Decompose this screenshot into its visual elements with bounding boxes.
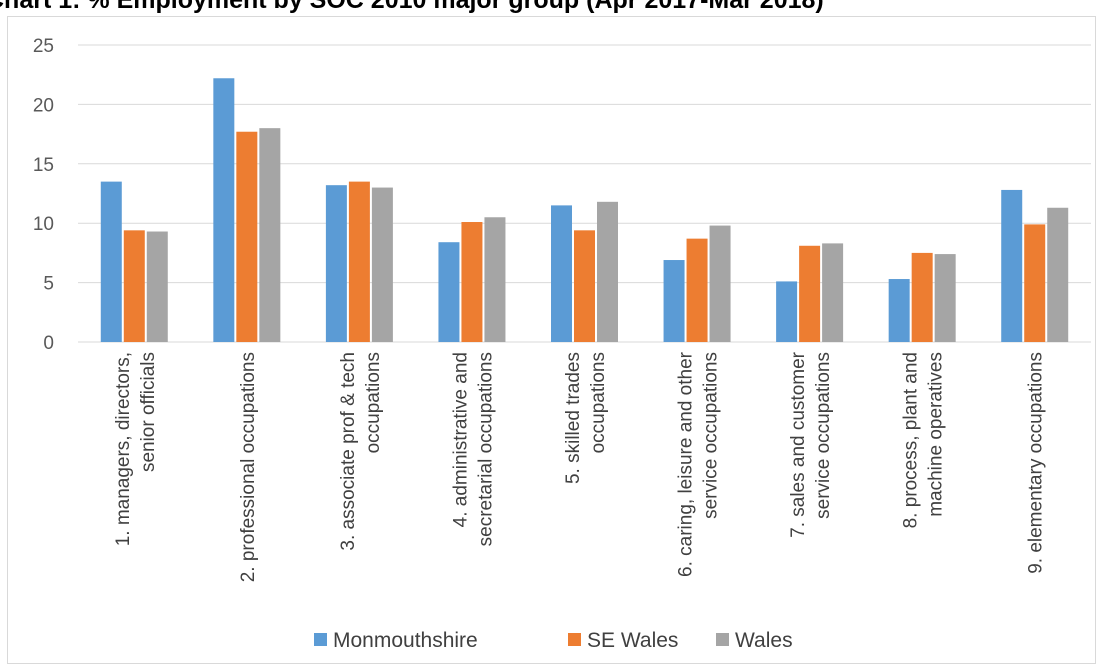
bar: [934, 254, 956, 342]
bar: [1024, 224, 1046, 342]
bar: [213, 78, 235, 342]
x-tick-label: 6. caring, leisure and other: [676, 351, 697, 577]
bar: [822, 243, 844, 342]
bar: [123, 230, 145, 342]
bar: [146, 231, 168, 342]
x-tick-label: 5. skilled trades: [563, 352, 584, 484]
bar: [371, 187, 393, 342]
x-tick-label: occupations: [363, 352, 384, 453]
bar: [325, 185, 347, 342]
y-tick-label: 0: [43, 333, 54, 354]
legend-label: SE Wales: [587, 629, 678, 652]
y-tick-label: 25: [33, 36, 54, 57]
y-tick-label: 20: [33, 95, 54, 116]
bar: [663, 260, 685, 342]
bar: [574, 230, 595, 342]
x-tick-label: 4. administrative and: [450, 352, 471, 527]
bar: [709, 225, 731, 342]
bar: [236, 131, 258, 342]
x-tick-label: 1. managers, directors,: [113, 352, 134, 546]
y-tick-label: 10: [33, 214, 54, 235]
legend-label: Monmouthshire: [333, 629, 478, 652]
x-tick-label: secretarial occupations: [475, 352, 496, 546]
x-tick-label: 8. process, plant and: [901, 352, 922, 528]
bar: [551, 205, 572, 342]
y-tick-label: 5: [43, 274, 54, 295]
x-tick-label: service occupations: [701, 352, 722, 519]
y-tick-label: 15: [33, 155, 54, 176]
bar: [799, 245, 821, 342]
x-tick-label: 3. associate prof & tech: [338, 352, 359, 551]
x-tick-label: 9. elementary occupations: [1026, 352, 1047, 574]
bar: [259, 128, 281, 342]
bar: [597, 201, 618, 342]
legend-swatch: [314, 633, 327, 646]
bar: [438, 242, 460, 342]
bar: [100, 181, 122, 342]
chart-title: Chart 1: % Employment by SOC 2010 major …: [0, 0, 824, 14]
bar: [1047, 207, 1069, 342]
bar: [348, 181, 370, 342]
x-tick-label: service occupations: [813, 352, 834, 519]
bar: [888, 279, 910, 342]
bar: [911, 252, 933, 342]
x-tick-label: 2. professional occupations: [238, 352, 259, 582]
x-tick-label: occupations: [588, 352, 609, 453]
bar: [686, 238, 708, 342]
bar: [776, 281, 798, 342]
legend-label: Wales: [735, 629, 793, 652]
legend-swatch: [716, 633, 729, 646]
bar: [484, 217, 506, 342]
bar: [1001, 189, 1023, 342]
legend-swatch: [568, 633, 581, 646]
bar: [461, 222, 483, 342]
x-tick-label: senior officials: [138, 352, 159, 472]
x-tick-label: machine operatives: [926, 352, 947, 517]
x-tick-label: 7. sales and customer: [788, 351, 809, 538]
